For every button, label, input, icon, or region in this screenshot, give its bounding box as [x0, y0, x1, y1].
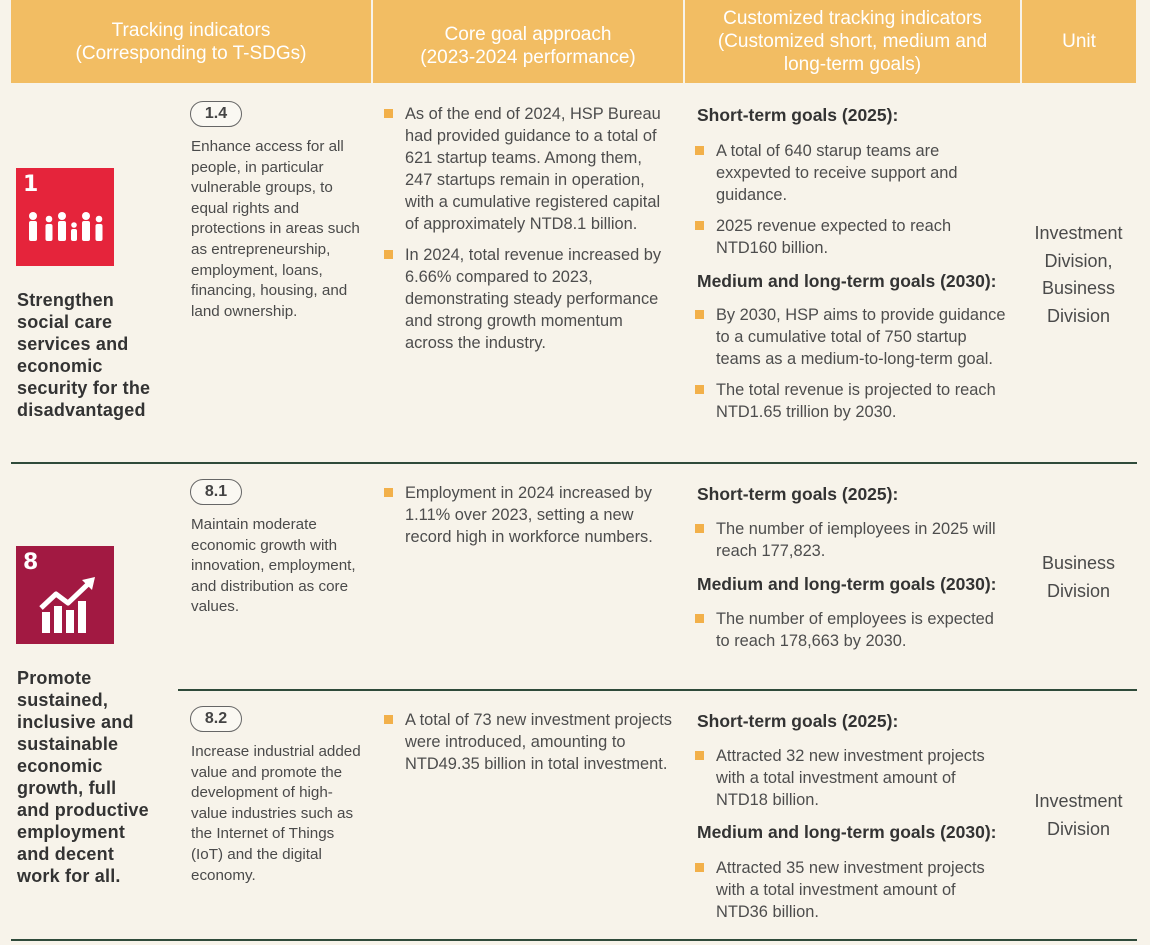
- goal-item: By 2030, HSP aims to provide guidance to…: [695, 304, 1007, 370]
- short-term-heading: Short-term goals (2025):: [697, 711, 899, 731]
- section-divider: [11, 462, 1137, 464]
- header-col3-line2: (Customized short, medium and: [717, 31, 988, 52]
- sdg-8-number: 8: [23, 550, 39, 575]
- sdg-8-badge: 8: [16, 546, 114, 644]
- table-bottom-rule: [11, 939, 1137, 941]
- long-term-heading: Medium and long-term goals (2030):: [697, 822, 997, 842]
- header-col2-line2: (2023-2024 performance): [420, 46, 636, 68]
- approach-item: As of the end of 2024, HSP Bureau had pr…: [384, 103, 672, 235]
- long-term-heading: Medium and long-term goals (2030):: [697, 574, 997, 594]
- unit-8-1: Business Division: [1041, 553, 1116, 601]
- approach-list-8-1: Employment in 2024 increased by 1.11% ov…: [384, 482, 672, 548]
- header-col1-line1: Tracking indicators: [111, 19, 271, 41]
- short-term-list: Attracted 32 new investment projects wit…: [695, 745, 1007, 811]
- growth-chart-icon: [39, 577, 95, 633]
- header-col3-line1: Customized tracking indicators: [723, 8, 982, 29]
- family-icon: [29, 212, 103, 241]
- long-term-list: By 2030, HSP aims to provide guidance to…: [695, 304, 1007, 423]
- header-core-goal-approach: Core goal approach (2023-2024 performanc…: [373, 0, 683, 83]
- sdg-1-number: 1: [23, 172, 39, 197]
- approach-item: Employment in 2024 increased by 1.11% ov…: [384, 482, 672, 548]
- goal-1-title: Strengthen social care services and econ…: [17, 290, 151, 420]
- goal-item: The total revenue is projected to reach …: [695, 379, 1007, 423]
- short-term-list: A total of 640 starup teams are exxpevte…: [695, 140, 1007, 259]
- approach-item: In 2024, total revenue increased by 6.66…: [384, 244, 672, 354]
- target-1-4-text: Enhance access for all people, in partic…: [191, 138, 360, 320]
- target-divider: [178, 689, 1137, 691]
- goal-item: 2025 revenue expected to reach NTD160 bi…: [695, 215, 1007, 259]
- header-unit: Unit: [1022, 0, 1136, 83]
- sdg-1-badge: 1: [16, 168, 114, 266]
- short-term-list: The number of iemployees in 2025 will re…: [695, 518, 1007, 562]
- target-code-1-4: 1.4: [190, 101, 242, 127]
- goal-8-title: Promote sustained, inclusive and sustain…: [17, 668, 149, 886]
- goal-item: Attracted 35 new investment projects wit…: [695, 857, 1007, 923]
- long-term-heading: Medium and long-term goals (2030):: [697, 271, 997, 291]
- short-term-heading: Short-term goals (2025):: [697, 484, 899, 504]
- target-8-1-text: Maintain moderate economic growth with i…: [191, 516, 356, 616]
- long-term-list: Attracted 35 new investment projects wit…: [695, 857, 1007, 923]
- target-code-8-1: 8.1: [190, 479, 242, 505]
- approach-list-1: As of the end of 2024, HSP Bureau had pr…: [384, 103, 672, 354]
- header-col4: Unit: [1062, 31, 1096, 52]
- goal-item: The number of iemployees in 2025 will re…: [695, 518, 1007, 562]
- goal-item: A total of 640 starup teams are exxpevte…: [695, 140, 1007, 206]
- header-col3-line3: long-term goals): [783, 54, 922, 75]
- approach-list-8-2: A total of 73 new investment projects we…: [384, 709, 672, 775]
- unit-1: Investment Division, Business Division: [1034, 223, 1123, 326]
- approach-item: A total of 73 new investment projects we…: [384, 709, 672, 775]
- goal-item: The number of employees is expected to r…: [695, 608, 1007, 652]
- header-col2-line1: Core goal approach: [444, 23, 612, 45]
- goal-item: Attracted 32 new investment projects wit…: [695, 745, 1007, 811]
- long-term-list: The number of employees is expected to r…: [695, 608, 1007, 652]
- header-tracking-indicators: Tracking indicators (Corresponding to T-…: [11, 0, 371, 83]
- unit-8-2: Investment Division: [1034, 791, 1123, 839]
- header-col1-line2: (Corresponding to T-SDGs): [75, 42, 307, 64]
- target-8-2-text: Increase industrial added value and prom…: [191, 743, 361, 884]
- target-code-8-2: 8.2: [190, 706, 242, 732]
- header-customized-indicators: Customized tracking indicators (Customiz…: [685, 0, 1020, 83]
- short-term-heading: Short-term goals (2025):: [697, 105, 899, 125]
